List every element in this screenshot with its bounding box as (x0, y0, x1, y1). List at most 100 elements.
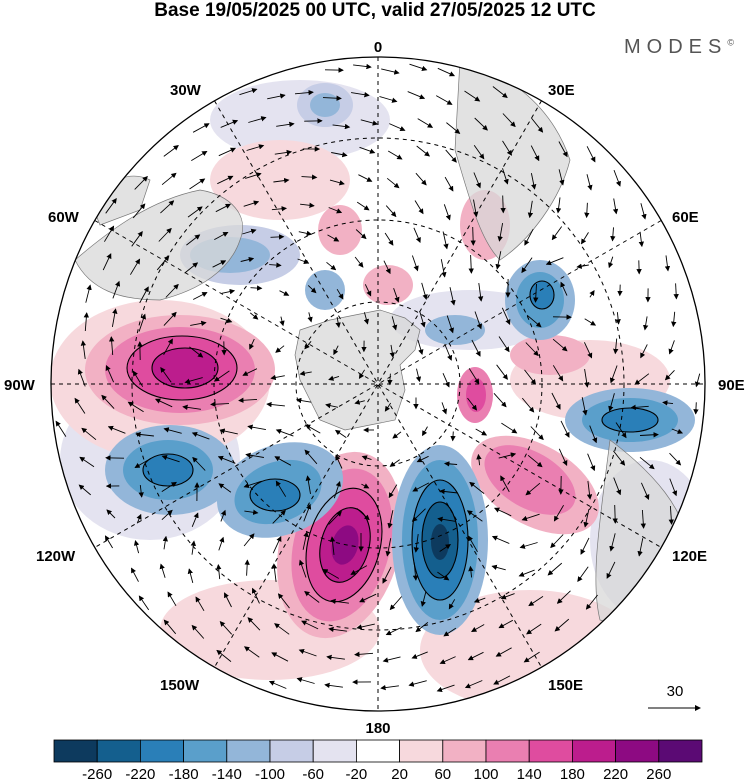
wind-arrow (304, 590, 320, 603)
wind-arrow (420, 591, 427, 607)
wind-arrow (524, 228, 534, 246)
land-mass (74, 59, 691, 623)
wind-arrow (392, 431, 402, 439)
wind-arrow (671, 311, 677, 328)
wind-arrow (216, 649, 232, 662)
wind-arrow (275, 428, 294, 437)
colorbar-tick-label: 260 (646, 766, 671, 783)
wind-arrow (272, 509, 286, 524)
colorbar-swatch (269, 739, 314, 763)
wind-arrow (192, 292, 208, 300)
wind-arrow (500, 593, 515, 600)
wind-arrow (436, 684, 455, 693)
wind-arrow (498, 452, 517, 459)
colorbar-tick-label: -260 (82, 766, 112, 783)
wind-arrow (221, 288, 236, 295)
wind-arrow (470, 226, 476, 246)
wind-arrow (336, 288, 344, 300)
wind-arrow (555, 197, 562, 214)
colorbar-tick-label: 60 (434, 766, 451, 783)
wind-arrow (105, 364, 115, 383)
wind-arrow (502, 140, 512, 156)
wind-arrow (466, 510, 483, 522)
wind-arrow (184, 377, 203, 384)
wind-arrow (154, 398, 173, 408)
wind-arrow (85, 284, 92, 303)
wind-arrow (408, 680, 427, 687)
wind-arrow (552, 338, 568, 352)
colorbar-swatch (658, 739, 703, 763)
map-boundary (50, 56, 706, 712)
lon-label-0: 0 (374, 39, 382, 56)
wind-arrow (560, 420, 570, 438)
wind-arrow (412, 561, 419, 581)
wind-arrow (191, 624, 205, 639)
wind-arrow (501, 307, 511, 326)
wind-arrow (669, 452, 682, 466)
wind-arrow (163, 311, 177, 326)
lon-label-150e: 150E (548, 677, 583, 694)
wind-arrow (608, 256, 614, 269)
wind-arrow (216, 564, 222, 580)
wind-arrow (220, 509, 226, 522)
wind-arrow (437, 571, 450, 581)
wind-arrow (302, 531, 309, 550)
wind-arrow (640, 344, 648, 359)
wind-arrow (693, 402, 699, 415)
wind-arrow (449, 287, 456, 306)
wind-arrow (219, 428, 238, 435)
wind-arrow (550, 534, 564, 549)
wind-arrow (333, 480, 341, 499)
wind-arrow (384, 232, 394, 246)
wind-arrow (212, 260, 227, 268)
wind-arrow (419, 311, 426, 328)
wind-arrow (584, 318, 597, 326)
wind-arrow (101, 394, 115, 409)
wind-arrow (530, 173, 537, 190)
colorbar-swatch (442, 739, 487, 763)
colorbar-swatch (355, 739, 400, 763)
wind-arrow (474, 311, 483, 330)
wind-arrow (359, 593, 377, 603)
wind-arrow (477, 283, 484, 302)
wind-arrow (530, 426, 544, 441)
colorbar-tick-label: 100 (473, 766, 498, 783)
wind-arrow (443, 627, 457, 637)
wind-arrow (160, 200, 175, 214)
wind-arrow (135, 431, 154, 438)
wind-arrow (322, 569, 340, 579)
wind-arrow (187, 206, 203, 218)
wind-arrow (441, 402, 448, 415)
colorbar-swatch (96, 739, 141, 763)
wind-arrow (191, 431, 210, 440)
wind-arrow (243, 533, 255, 547)
wind-arrow (379, 96, 398, 103)
wind-arrow (415, 172, 427, 186)
wind-arrow (383, 260, 391, 275)
wind-arrow (138, 595, 150, 611)
wind-arrow (586, 481, 593, 500)
wind-arrow (439, 488, 458, 495)
wind-arrow (187, 568, 194, 584)
wind-arrow (415, 368, 422, 383)
wind-arrow (239, 88, 258, 96)
negative-anomaly-south (392, 445, 488, 635)
wind-arrow (533, 283, 539, 303)
wind-arrow (353, 63, 372, 70)
wind-arrow (331, 151, 348, 158)
wind-arrow (195, 596, 205, 612)
wind-arrow (446, 122, 461, 134)
wind-arrow (388, 484, 398, 499)
wind-arrow (351, 92, 370, 98)
wind-arrow (445, 149, 457, 163)
wind-arrow (446, 315, 454, 334)
wind-arrow (547, 562, 563, 576)
wind-arrow (560, 281, 568, 296)
wind-arrow (498, 619, 514, 629)
wind-arrow (440, 259, 447, 278)
wind-arrow (358, 369, 365, 379)
wind-arrow (382, 566, 392, 584)
wind-arrow (102, 253, 112, 271)
wind-arrow (300, 202, 315, 208)
